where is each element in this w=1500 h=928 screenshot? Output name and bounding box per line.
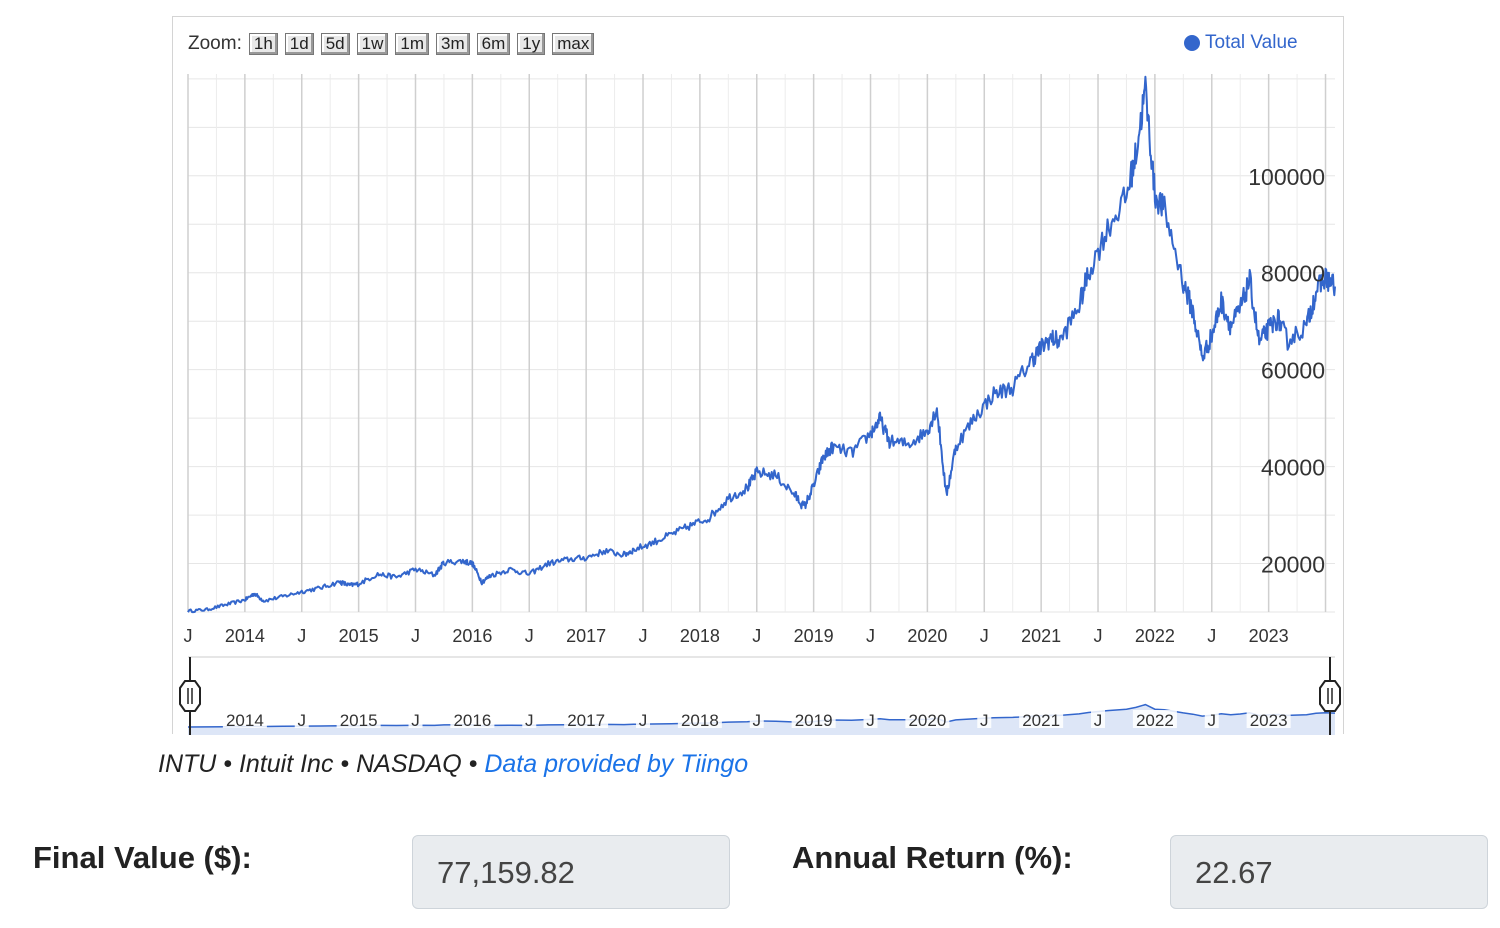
x-tick-label: J [752,626,761,646]
navigator-tick-label: 2022 [1136,711,1174,730]
x-tick-label: 2021 [1021,626,1061,646]
y-tick-label: 20000 [1261,552,1325,578]
zoom-6m-button[interactable]: 6m [476,33,511,55]
final-value-field[interactable]: 77,159.82 [412,835,730,909]
zoom-1d-button[interactable]: 1d [284,33,314,55]
navigator-right-handle[interactable] [1319,680,1341,712]
x-tick-label: 2022 [1135,626,1175,646]
x-tick-label: J [866,626,875,646]
zoom-label: Zoom: [188,33,242,54]
annual-return-field[interactable]: 22.67 [1170,835,1488,909]
navigator-tick-label: J [411,711,420,730]
navigator-label-bg [636,710,651,728]
navigator-label-bg [791,710,836,728]
navigator-tick-label: J [298,711,307,730]
zoom-1m-button[interactable]: 1m [395,33,429,55]
total-value-line [187,75,1336,614]
x-tick-label: J [1207,626,1216,646]
navigator-tick-label: 2015 [340,711,378,730]
caption-text: INTU • Intuit Inc • NASDAQ • [158,750,485,778]
y-tick-label: 60000 [1261,358,1325,384]
annual-return-label: Annual Return (%): [792,840,1073,875]
navigator-label-bg [450,710,495,728]
navigator-tick-label: J [753,711,762,730]
x-tick-label: J [525,626,534,646]
chart-caption: INTU • Intuit Inc • NASDAQ • Data provid… [158,750,748,779]
zoom-1y-button[interactable]: 1y [517,33,546,55]
navigator-tick-label: J [1094,711,1103,730]
navigator-tick-label: 2019 [795,711,833,730]
navigator-label-bg [1204,710,1219,728]
x-tick-label: J [1094,626,1103,646]
range-navigator[interactable]: 2014 J 2015 J 2016 J 2017 J 2018 J 2019 J 2020 J 2021 J… [179,656,1341,735]
navigator-tick-label: J [1208,711,1217,730]
chart-legend[interactable]: Total Value [1184,32,1298,54]
handle-body [1319,680,1341,712]
x-tick-label: 2020 [907,626,947,646]
x-tick-label: 2023 [1249,626,1289,646]
navigator-label-bg [294,710,309,728]
x-tick-label: J [184,626,193,646]
x-tick-label: J [297,626,306,646]
zoom-1w-button[interactable]: 1w [356,33,389,55]
navigator-label-bg [1246,710,1291,728]
navigator-tick-label: 2016 [453,711,491,730]
navigator-label-bg [863,710,878,728]
legend-dot-icon [1184,35,1200,51]
navigator-label-bg [677,710,722,728]
navigator-label-bg [1019,710,1064,728]
navigator-tick-label: J [866,711,875,730]
x-tick-label: J [980,626,989,646]
navigator-label-bg [408,710,423,728]
zoom-3m-button[interactable]: 3m [435,33,470,55]
y-tick-label: 40000 [1261,455,1325,481]
x-tick-label: J [411,626,420,646]
navigator-label-bg [336,710,381,728]
navigator-tick-label: 2018 [681,711,719,730]
navigator-label-bg [749,710,764,728]
navigator-label-bg [977,710,992,728]
x-tick-label: 2016 [452,626,492,646]
navigator-tick-label: J [980,711,989,730]
x-tick-label: 2017 [566,626,606,646]
y-tick-label: 100000 [1248,164,1325,190]
navigator-label-bg [1132,710,1177,728]
plot-area [187,75,1336,614]
navigator-tick-label: J [639,711,648,730]
navigator-label-bg [1091,710,1106,728]
navigator-tick-label: 2020 [908,711,946,730]
navigator-label-bg [564,710,609,728]
navigator-tick-label: 2021 [1022,711,1060,730]
chart-grid [187,74,1335,613]
handle-body [179,680,201,712]
zoom-toolbar: Zoom: 1h 1d 5d 1w 1m 3m 6m 1y max [188,30,601,58]
zoom-max-button[interactable]: max [552,33,595,55]
navigator-label-bg [522,710,537,728]
x-tick-label: 2019 [794,626,834,646]
navigator-label-bg [905,710,950,728]
navigator-left-handle[interactable] [179,680,201,712]
y-tick-label: 80000 [1261,261,1325,287]
data-source-link[interactable]: Data provided by Tiingo [484,750,749,778]
x-tick-label: J [639,626,648,646]
x-tick-label: 2018 [680,626,720,646]
navigator-label-bg [222,710,267,728]
legend-label: Total Value [1205,32,1298,53]
navigator-tick-label: J [525,711,534,730]
x-tick-label: 2014 [225,626,265,646]
zoom-5d-button[interactable]: 5d [320,33,350,55]
zoom-1h-button[interactable]: 1h [248,33,278,55]
navigator-tick-label: 2014 [226,711,264,730]
axis-labels: 20000 40000 60000 80000 100000 J 2014 J 2015 J 201… [184,164,1326,646]
x-tick-label: 2015 [339,626,379,646]
navigator-tick-label: 2023 [1250,711,1288,730]
navigator-tick-label: 2017 [567,711,605,730]
final-value-label: Final Value ($): [33,840,252,875]
